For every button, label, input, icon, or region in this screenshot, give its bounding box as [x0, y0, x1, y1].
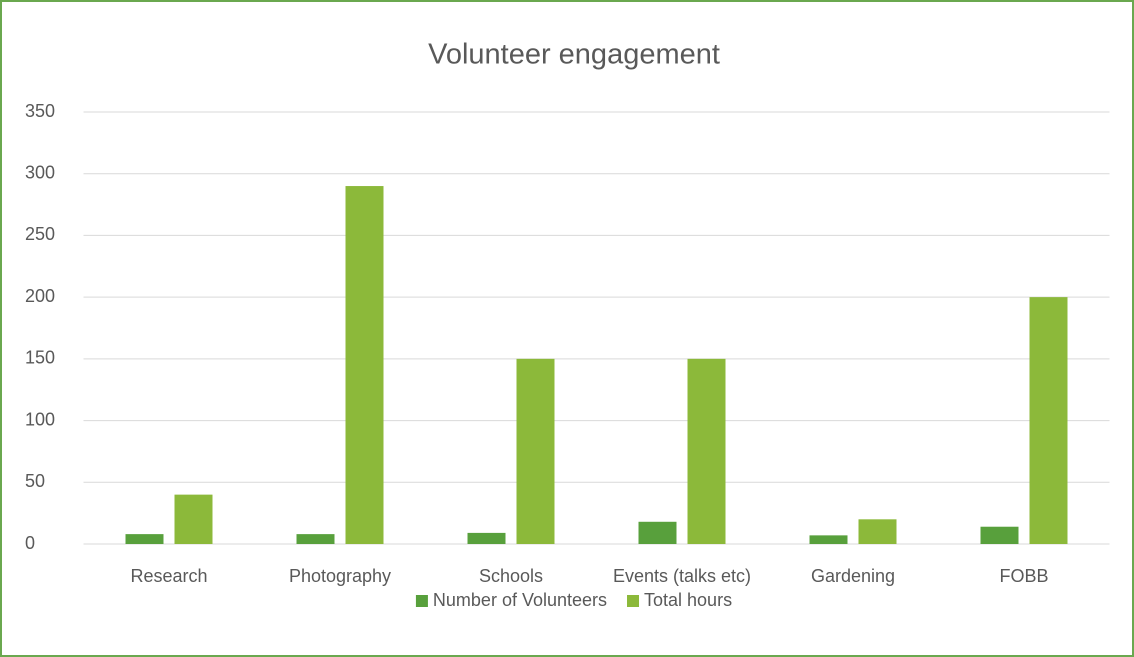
bar [296, 534, 335, 544]
bar [516, 358, 555, 544]
y-tick-label: 300 [25, 162, 55, 182]
y-tick-label: 250 [25, 224, 55, 244]
x-tick-label: Schools [479, 566, 543, 586]
legend-label: Number of Volunteers [433, 590, 607, 610]
chart-title: Volunteer engagement [428, 39, 720, 71]
bar [809, 535, 848, 544]
y-tick-label: 150 [25, 348, 55, 368]
legend-swatch [627, 595, 640, 607]
x-tick-label: FOBB [999, 566, 1048, 586]
legend-swatch [415, 595, 428, 607]
x-tick-label: Gardening [811, 566, 895, 586]
x-tick-label: Events (talks etc) [613, 566, 751, 586]
y-tick-label: 50 [25, 471, 45, 491]
y-tick-label: 350 [25, 101, 55, 121]
bar [467, 532, 506, 544]
bar [345, 186, 384, 545]
bar [980, 526, 1019, 544]
y-tick-label: 100 [25, 409, 55, 429]
x-tick-label: Photography [289, 566, 391, 586]
bar [125, 534, 164, 544]
x-tick-label: Research [130, 566, 207, 586]
bar [638, 521, 677, 544]
legend-label: Total hours [644, 590, 732, 610]
bar [1029, 297, 1068, 544]
y-tick-label: 0 [25, 533, 35, 553]
bar [858, 519, 897, 544]
bar [687, 358, 726, 544]
bar [174, 494, 213, 544]
y-tick-label: 200 [25, 286, 55, 306]
